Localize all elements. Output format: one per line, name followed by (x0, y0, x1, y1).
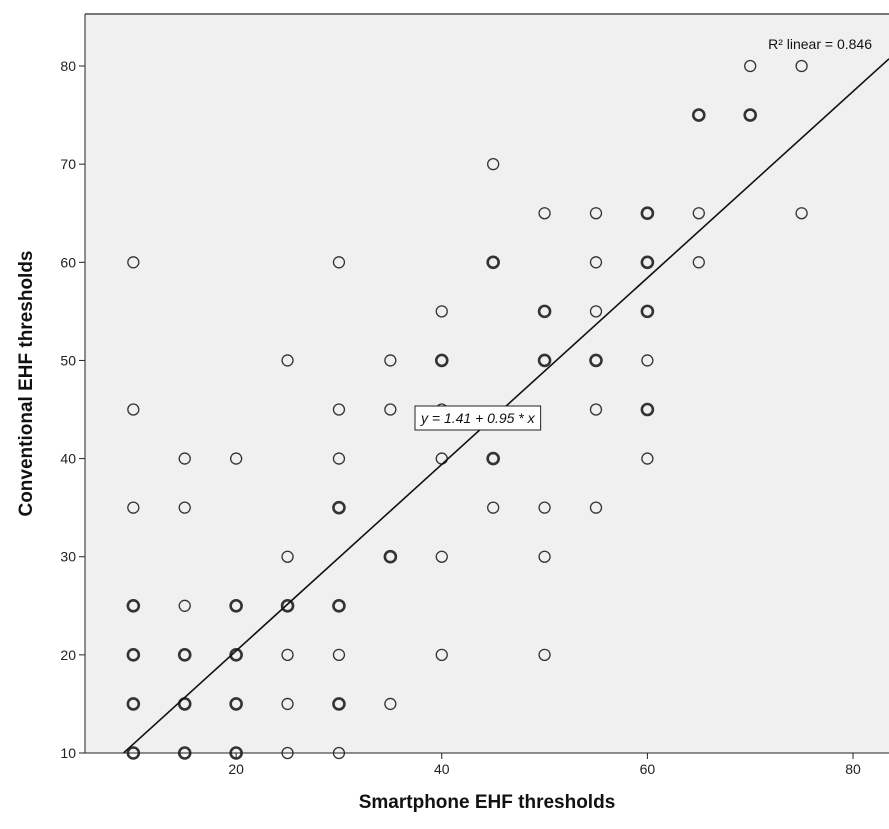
data-point (486, 255, 500, 270)
data-point (229, 598, 243, 613)
data-point (435, 550, 448, 563)
data-point (589, 207, 603, 220)
y-tick-label: 30 (60, 549, 76, 565)
data-point (641, 452, 654, 465)
data-point (795, 207, 808, 220)
data-point (589, 353, 603, 368)
y-axis: 10 20 30 40 50 60 70 80 (60, 58, 85, 761)
plot-frame (84, 13, 889, 754)
data-point (486, 451, 500, 466)
data-point (640, 402, 655, 417)
data-point (692, 256, 705, 269)
x-axis: 20 40 60 80 (228, 753, 861, 777)
data-point (384, 697, 397, 711)
data-point (538, 501, 551, 514)
data-point (384, 403, 397, 416)
data-point (127, 256, 140, 269)
data-point (487, 158, 500, 171)
data-point (435, 648, 448, 662)
data-point (640, 304, 655, 319)
data-point (383, 549, 398, 564)
x-axis-title: Smartphone EHF thresholds (359, 792, 616, 813)
data-point (178, 599, 191, 612)
data-point (126, 648, 141, 662)
equation-label: y = 1.41 + 0.95 * x (420, 410, 536, 426)
data-point (281, 648, 294, 662)
x-tick-label: 20 (228, 761, 244, 777)
data-point (538, 550, 551, 563)
equation-label-box: y = 1.41 + 0.95 * x (414, 405, 542, 431)
data-point (640, 255, 655, 270)
data-point (332, 598, 346, 613)
data-point (332, 648, 346, 662)
data-point (281, 697, 294, 711)
data-point (743, 108, 758, 122)
data-point (126, 697, 141, 711)
data-point (589, 501, 603, 514)
y-tick-label: 60 (60, 254, 76, 270)
data-point (178, 501, 191, 514)
data-point (126, 598, 141, 613)
x-tick-label: 40 (434, 761, 450, 777)
data-point (538, 648, 551, 662)
data-point (691, 108, 706, 122)
data-point (589, 305, 603, 318)
data-point (332, 452, 346, 465)
r2-annotation: R² linear = 0.846 (768, 36, 872, 52)
data-point (435, 305, 448, 318)
y-tick-label: 70 (60, 156, 76, 172)
y-tick-label: 10 (60, 745, 76, 761)
data-point (332, 697, 346, 711)
data-point (281, 550, 294, 563)
data-point (589, 403, 603, 416)
data-point (177, 648, 192, 662)
data-point (640, 206, 655, 221)
data-point (281, 354, 294, 367)
y-tick-label: 20 (60, 647, 76, 663)
data-point (280, 598, 295, 613)
data-point (127, 501, 140, 514)
data-point (537, 353, 552, 368)
data-point (795, 59, 808, 73)
data-point (487, 501, 500, 514)
y-tick-label: 50 (60, 352, 76, 368)
data-point (589, 256, 603, 269)
y-tick-label: 80 (60, 58, 76, 74)
x-tick-label: 60 (640, 761, 656, 777)
data-point (229, 697, 243, 711)
data-point (641, 354, 654, 367)
data-point (332, 403, 346, 416)
data-point (537, 304, 552, 319)
x-tick-label: 80 (845, 761, 861, 777)
data-point (178, 452, 191, 465)
data-point (434, 353, 449, 368)
data-point (744, 59, 757, 73)
data-point (127, 403, 140, 416)
y-tick-label: 40 (60, 451, 76, 467)
data-point (332, 500, 346, 515)
y-axis-title: Conventional EHF thresholds (16, 250, 37, 516)
data-point (692, 207, 705, 220)
plot-area (85, 14, 889, 753)
data-point (384, 354, 397, 367)
data-point (332, 256, 346, 269)
data-point (538, 207, 551, 220)
data-point (229, 452, 243, 465)
